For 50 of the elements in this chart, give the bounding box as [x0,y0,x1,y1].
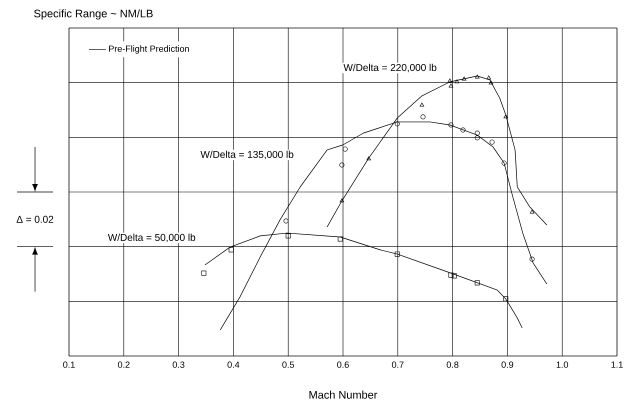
x-axis-title: Mach Number [310,390,378,399]
text: Specific Range ~ NM/LB [34,9,153,20]
point [530,210,534,214]
x-tick-label: 0.4 [228,362,240,368]
point [530,256,535,262]
point [448,272,454,278]
point [490,140,495,145]
point [454,79,460,84]
point [420,114,426,120]
point [448,84,454,88]
point [339,162,344,168]
point [474,135,480,140]
point [462,76,466,80]
x-tick-label: 0.5 [282,362,294,368]
x-tick-label: 0.8 [446,362,458,368]
x-tick-label: 0.9 [502,362,514,368]
x-tick-label: 0.2 [118,362,130,368]
legend-label: Pre-Flight Prediction [109,45,189,54]
point [338,236,343,242]
x-tick-label: 0.6 [337,362,349,368]
text: W/Delta = 220,000 lb [344,64,436,72]
point [452,273,457,278]
point [394,252,400,257]
x-tick-label: 1.1 [611,362,623,368]
annotation: W/Delta = 50,000 lb [108,234,196,242]
x-tick-label: 0.7 [392,362,404,368]
point [504,114,508,118]
point [394,121,400,126]
point [228,247,234,252]
point [286,233,291,238]
text: Δ = 0.02 [16,216,54,223]
point [448,122,454,128]
point [340,198,344,202]
x-tick-label: 0.1 [63,362,75,368]
point [366,156,371,160]
x-tick-label: 0.3 [172,362,184,368]
point [420,102,424,107]
point [488,80,494,84]
point [486,75,491,80]
point [342,146,348,152]
point [460,128,466,133]
point [503,296,508,302]
x-tick-label: 1.0 [556,362,568,368]
point [474,280,480,286]
annotation: W/Delta = 135,000 lb [200,150,294,160]
point [474,130,480,136]
point [201,270,206,276]
point [448,78,452,82]
point [475,74,480,79]
point [502,160,507,166]
